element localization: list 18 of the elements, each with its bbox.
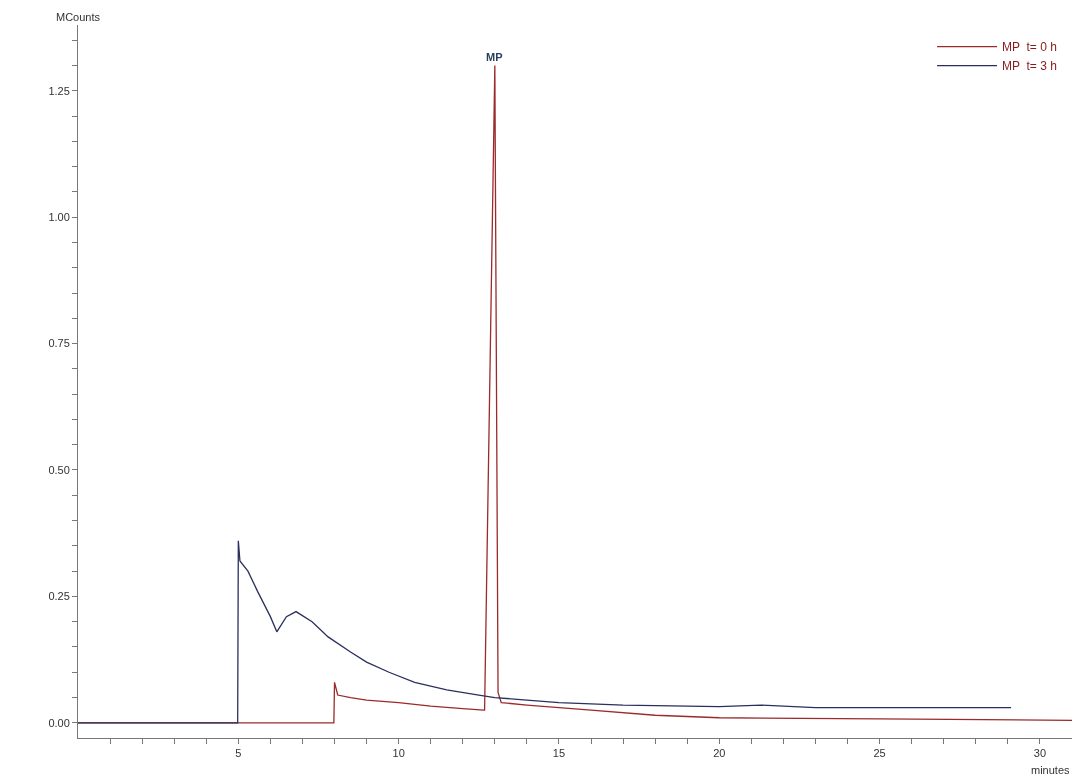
line-series xyxy=(78,540,1012,724)
x-tick-label: 5 xyxy=(235,747,242,760)
annotation: MP xyxy=(486,51,503,63)
x-tick-label: 15 xyxy=(552,747,566,760)
y-tick-label: 0.50 xyxy=(48,463,70,476)
y-tick-label: 1.00 xyxy=(48,211,70,224)
y-tick-label: 0.00 xyxy=(48,716,70,729)
legend-label: MP t= 0 h xyxy=(1002,40,1057,55)
x-tick-label: 20 xyxy=(713,747,726,760)
legend-label: MP t= 3 h xyxy=(1002,59,1057,74)
x-tick-label: 30 xyxy=(1033,747,1047,760)
x-tick-label: 10 xyxy=(392,747,405,760)
y-axis-title: MCounts xyxy=(56,11,101,23)
y-tick-label: 0.25 xyxy=(48,590,70,603)
y-tick-label: 0.75 xyxy=(48,337,70,350)
x-tick-label: 25 xyxy=(873,747,886,760)
x-axis-title: minutes xyxy=(1031,764,1071,776)
y-tick-label: 1.25 xyxy=(48,84,70,97)
